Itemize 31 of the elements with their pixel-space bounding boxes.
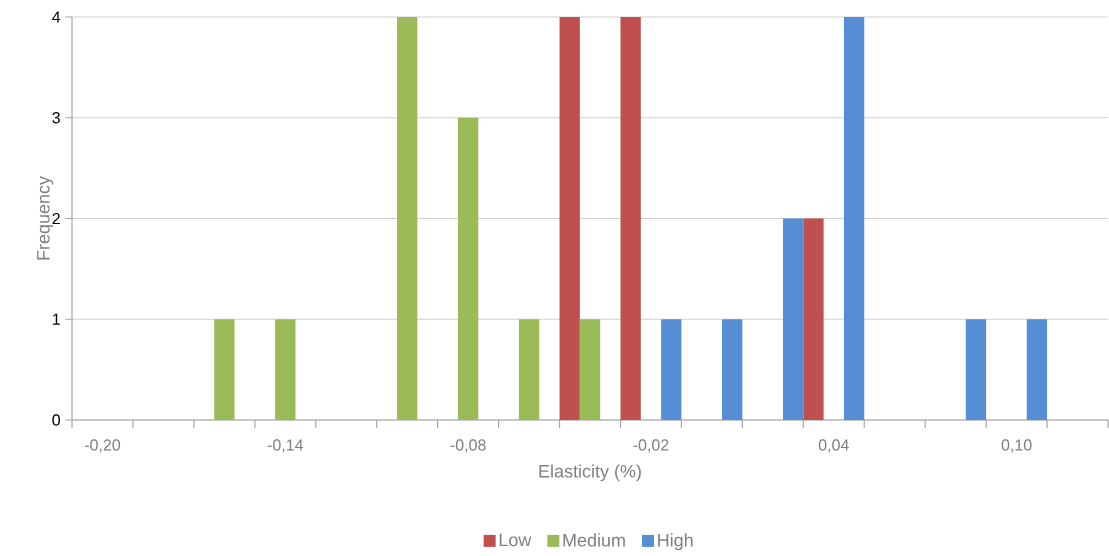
legend-label: Low — [499, 533, 532, 547]
bar — [518, 319, 540, 420]
y-tick-label: 1 — [52, 313, 60, 325]
y-tick-label: 4 — [52, 11, 61, 23]
bar — [782, 218, 804, 420]
bar — [214, 319, 235, 420]
bar — [661, 319, 682, 420]
bar — [620, 17, 641, 420]
bar — [559, 17, 580, 420]
bar — [843, 17, 865, 420]
y-axis-title: Frequency — [37, 176, 54, 260]
x-tick-label: 0,04 — [818, 439, 849, 453]
legend-label: High — [658, 533, 693, 551]
bar — [722, 319, 743, 420]
legend-label: Medium — [563, 533, 625, 547]
x-tick-label: 0,10 — [1001, 439, 1032, 453]
bar — [803, 218, 824, 420]
x-tick-label: -0,02 — [633, 439, 669, 453]
bar — [965, 319, 987, 420]
x-axis-title: Elasticity (%) — [539, 464, 641, 482]
x-tick-label: -0,20 — [84, 439, 121, 453]
y-tick-label: 3 — [52, 112, 60, 124]
bar — [457, 117, 479, 420]
bar — [1026, 319, 1048, 420]
x-tick-label: -0,08 — [450, 439, 486, 453]
bar — [275, 319, 296, 420]
y-tick-label: 2 — [52, 212, 60, 225]
bar — [579, 319, 601, 420]
y-tick-label: 0 — [52, 414, 61, 426]
bar — [397, 17, 418, 420]
x-tick-label: -0,14 — [267, 439, 304, 453]
